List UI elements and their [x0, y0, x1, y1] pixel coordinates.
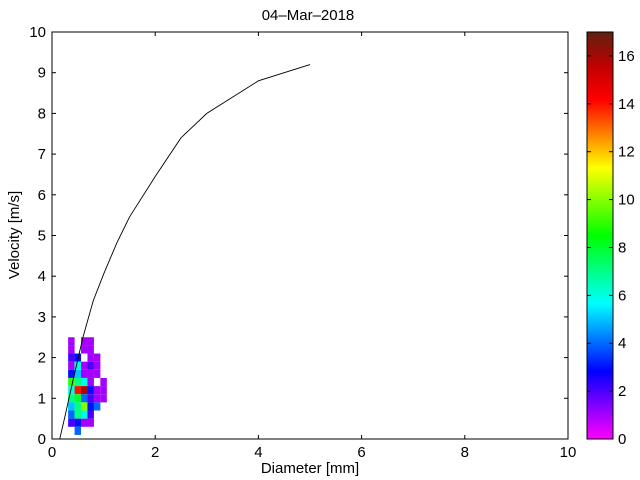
- y-tick-label: 0: [38, 431, 46, 448]
- heatmap-cell: [93, 353, 101, 362]
- x-axis-title: Diameter [mm]: [261, 460, 359, 477]
- x-tick-label: 4: [254, 444, 262, 461]
- heatmap-cell: [87, 361, 94, 370]
- heatmap-cell: [68, 418, 75, 427]
- heatmap-cell: [87, 418, 94, 427]
- x-tick-label: 0: [48, 444, 56, 461]
- y-tick-label: 5: [38, 228, 46, 245]
- y-tick-label: 4: [38, 268, 46, 285]
- plot-background: [52, 32, 568, 439]
- heatmap-cell: [100, 394, 107, 403]
- heatmap-cell: [68, 361, 75, 370]
- colorbar-ticks: 0 2 4 6 8 10 12 14 16: [587, 48, 635, 448]
- heatmap-cell: [93, 386, 101, 395]
- heatmap-cell: [68, 386, 75, 395]
- plot-area: 0 2 4 6 8 10 0 1 2 3 4 5 6 7 8 9 10: [29, 24, 576, 461]
- x-axis-ticks: 0 2 4 6 8 10: [48, 32, 577, 461]
- heatmap-cell: [87, 377, 94, 387]
- heatmap-cell: [87, 337, 94, 346]
- heatmap-cell: [68, 369, 75, 378]
- heatmap-cell: [81, 410, 88, 419]
- x-tick-label: 10: [560, 444, 577, 461]
- colorbar-tick-label: 12: [618, 144, 635, 161]
- heatmap-cell: [100, 386, 107, 395]
- colorbar-tick-label: 10: [618, 192, 635, 209]
- chart-title: 04–Mar–2018: [262, 7, 355, 24]
- colorbar-tick-label: 8: [618, 239, 626, 256]
- heatmap-cell: [68, 402, 75, 411]
- y-axis-ticks: 0 1 2 3 4 5 6 7 8 9 10: [29, 24, 568, 448]
- y-axis-title: Velocity [m/s]: [6, 191, 23, 279]
- heatmap-cell: [81, 377, 88, 387]
- colorbar-tick-label: 2: [618, 383, 626, 400]
- y-tick-label: 10: [29, 24, 46, 41]
- y-tick-label: 1: [38, 390, 46, 407]
- colorbar-gradient: [586, 31, 614, 440]
- heatmap-cell: [87, 353, 94, 362]
- heatmap-cell: [74, 410, 82, 419]
- heatmap-cell: [93, 402, 101, 411]
- y-tick-label: 3: [38, 309, 46, 326]
- colorbar-tick-label: 16: [618, 48, 635, 65]
- heatmap-cell: [87, 386, 94, 395]
- x-tick-label: 6: [357, 444, 365, 461]
- y-tick-label: 9: [38, 65, 46, 82]
- heatmap-cell: [68, 377, 75, 387]
- colorbar-tick-label: 6: [618, 287, 626, 304]
- heatmap-cell: [87, 402, 94, 411]
- heatmap-cell: [81, 394, 88, 403]
- heatmap-cell: [74, 369, 82, 378]
- heatmap-cell: [74, 353, 82, 362]
- heatmap-cell: [74, 386, 82, 395]
- heatmap-cell: [68, 353, 75, 362]
- heatmap-cell: [81, 402, 88, 411]
- heatmap-cell: [81, 369, 88, 378]
- colorbar-tick-label: 0: [618, 431, 626, 448]
- heatmap-cell: [87, 345, 94, 354]
- heatmap-cell: [93, 394, 101, 403]
- heatmap-cell: [81, 386, 88, 395]
- heatmap-cell: [87, 394, 94, 403]
- heatmap-cell: [74, 394, 82, 403]
- x-tick-label: 2: [151, 444, 159, 461]
- heatmap-cell: [93, 361, 101, 370]
- colorbar: 0 2 4 6 8 10 12 14 16: [586, 31, 635, 448]
- y-tick-label: 7: [38, 146, 46, 163]
- heatmap-cell: [93, 369, 101, 378]
- heatmap-cell: [87, 369, 94, 378]
- heatmap-cell: [68, 410, 75, 419]
- heatmap-cell: [68, 394, 75, 403]
- heatmap-cell: [100, 377, 107, 387]
- x-tick-label: 8: [461, 444, 469, 461]
- heatmap-cell: [81, 418, 88, 427]
- heatmap-cell: [87, 410, 94, 419]
- heatmap-cell: [74, 377, 82, 387]
- heatmap-cell: [81, 361, 88, 370]
- colorbar-tick-label: 14: [618, 96, 635, 113]
- heatmap-cell: [81, 345, 88, 354]
- heatmap-cell: [74, 426, 82, 435]
- heatmap-cell: [81, 337, 88, 346]
- fall-speed-curve: [59, 64, 311, 440]
- heatmap-cell: [68, 337, 75, 346]
- heatmap-cell: [74, 418, 82, 427]
- heatmap-cell: [68, 345, 75, 354]
- y-tick-label: 6: [38, 187, 46, 204]
- y-tick-label: 2: [38, 350, 46, 367]
- colorbar-tick-label: 4: [618, 335, 626, 352]
- heatmap-cell: [74, 361, 82, 370]
- heatmap-cell: [74, 402, 82, 411]
- heatmap-cells: [68, 337, 107, 435]
- y-tick-label: 8: [38, 105, 46, 122]
